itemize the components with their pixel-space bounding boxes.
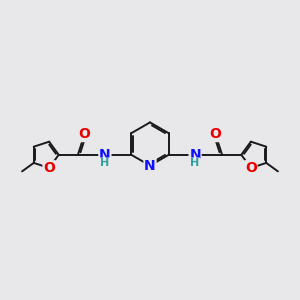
Text: H: H (190, 158, 200, 168)
Text: O: O (43, 161, 55, 175)
Text: H: H (100, 158, 110, 168)
Text: N: N (189, 148, 201, 162)
Text: O: O (245, 161, 257, 175)
Text: N: N (99, 148, 111, 162)
Text: O: O (79, 128, 90, 141)
Text: O: O (210, 128, 221, 141)
Text: N: N (144, 159, 156, 172)
